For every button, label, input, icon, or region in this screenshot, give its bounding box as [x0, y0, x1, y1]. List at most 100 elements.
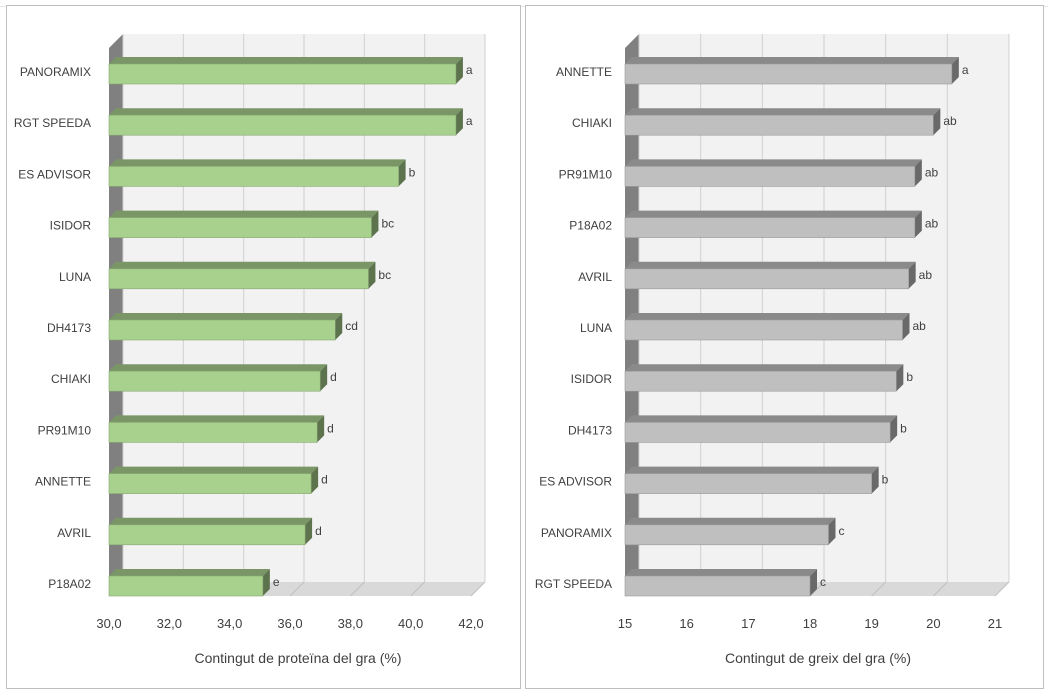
category-label: AVRIL	[578, 270, 612, 284]
bar-end-face	[871, 466, 879, 494]
significance-label: d	[315, 524, 322, 538]
x-tick-label: 36,0	[277, 616, 302, 631]
fat-chart-panel: 15 16 17 18 19 20 21 Contingut de greix del gra…	[525, 5, 1044, 689]
significance-label: b	[409, 165, 416, 179]
bar	[624, 63, 953, 85]
category-label: LUNA	[580, 321, 612, 335]
category-label: ISIDOR	[50, 219, 92, 233]
bar	[108, 268, 369, 290]
bar	[624, 166, 916, 187]
bar	[108, 114, 457, 136]
bar-top-face	[109, 159, 406, 167]
bar-end-face	[951, 57, 959, 84]
bar-end-face	[455, 108, 463, 136]
fat-chart: 15 16 17 18 19 20 21 Contingut de greix del gra…	[535, 34, 1010, 666]
x-tick-label: 30,0	[96, 616, 121, 631]
significance-label: ab	[925, 217, 939, 231]
bar-top-face	[625, 415, 898, 423]
bar-end-face	[305, 517, 313, 545]
bar-top-face	[109, 569, 270, 576]
category-label: ES ADVISOR	[539, 475, 612, 489]
bar-top-face	[625, 466, 879, 474]
category-label: AVRIL	[57, 526, 91, 540]
significance-label: ab	[925, 165, 939, 179]
bar-end-face	[371, 210, 379, 238]
bar-top-face	[625, 569, 817, 576]
significance-label: c	[839, 524, 845, 538]
bar	[624, 524, 829, 546]
significance-label: ab	[913, 319, 927, 333]
bar	[108, 217, 372, 238]
bar-top-face	[625, 159, 922, 167]
significance-label: c	[820, 575, 826, 589]
bar-top-face	[109, 517, 313, 525]
floor-gridline	[410, 581, 426, 597]
category-label: P18A02	[48, 577, 91, 591]
significance-label: b	[882, 473, 889, 487]
x-tick-label: 32,0	[157, 616, 182, 631]
category-label: PR91M10	[559, 167, 613, 181]
bar-end-face	[455, 57, 463, 84]
bar-end-face	[262, 569, 270, 596]
x-tick-label: 16	[679, 616, 693, 631]
bar	[108, 473, 312, 494]
x-tick-label: 20	[926, 616, 940, 631]
significance-label: d	[321, 473, 328, 487]
category-label: ANNETTE	[35, 475, 91, 489]
category-label: LUNA	[59, 270, 91, 284]
floor-gridline	[289, 581, 305, 597]
bar-top-face	[109, 57, 463, 64]
bar	[108, 370, 321, 392]
bar-end-face	[311, 466, 319, 494]
significance-label: ab	[943, 114, 957, 128]
bar	[108, 63, 457, 85]
bar-end-face	[317, 415, 325, 443]
significance-label: b	[900, 421, 907, 435]
bar-top-face	[625, 364, 904, 372]
bar-end-face	[828, 517, 836, 545]
bar	[108, 422, 318, 443]
bar-end-face	[335, 313, 343, 340]
category-label: CHIAKI	[572, 116, 612, 130]
x-tick-label: 42,0	[458, 616, 483, 631]
significance-label: d	[327, 421, 334, 435]
bar-end-face	[914, 159, 922, 187]
bar-end-face	[368, 261, 376, 289]
bar	[624, 217, 916, 238]
significance-label: a	[466, 114, 473, 128]
category-label: ES ADVISOR	[18, 167, 91, 181]
bar-top-face	[109, 364, 328, 372]
significance-label: bc	[381, 217, 394, 231]
bar-top-face	[625, 57, 959, 64]
bar	[108, 166, 399, 187]
bar-end-face	[896, 364, 904, 392]
floor-gridline	[871, 581, 887, 597]
x-tick-label: 18	[803, 616, 817, 631]
bar-top-face	[625, 261, 916, 269]
category-label: RGT SPEEDA	[14, 116, 91, 130]
bar	[624, 114, 934, 136]
category-label: DH4173	[568, 423, 612, 437]
bar	[624, 319, 903, 341]
bar-top-face	[625, 517, 836, 525]
category-label: RGT SPEEDA	[535, 577, 612, 591]
category-label: PANORAMIX	[20, 65, 91, 79]
bar	[108, 319, 336, 341]
significance-label: cd	[345, 319, 358, 333]
x-tick-label: 40,0	[398, 616, 423, 631]
bar-top-face	[109, 466, 319, 474]
significance-label: a	[466, 63, 473, 77]
bar-end-face	[902, 313, 910, 340]
bar-end-face	[890, 415, 898, 443]
category-label: PANORAMIX	[541, 526, 612, 540]
floor-gridline	[349, 581, 365, 597]
bar-end-face	[908, 261, 916, 289]
x-tick-label: 21	[988, 616, 1002, 631]
category-label: DH4173	[47, 321, 91, 335]
significance-label: e	[273, 575, 280, 589]
bar-top-face	[109, 108, 463, 116]
bar	[108, 524, 306, 546]
bar-end-face	[933, 108, 941, 136]
significance-label: ab	[919, 268, 933, 282]
protein-chart: 30,0 32,0 34,0 36,0 38,0 40,0 42,0 Contingut de…	[14, 34, 486, 666]
